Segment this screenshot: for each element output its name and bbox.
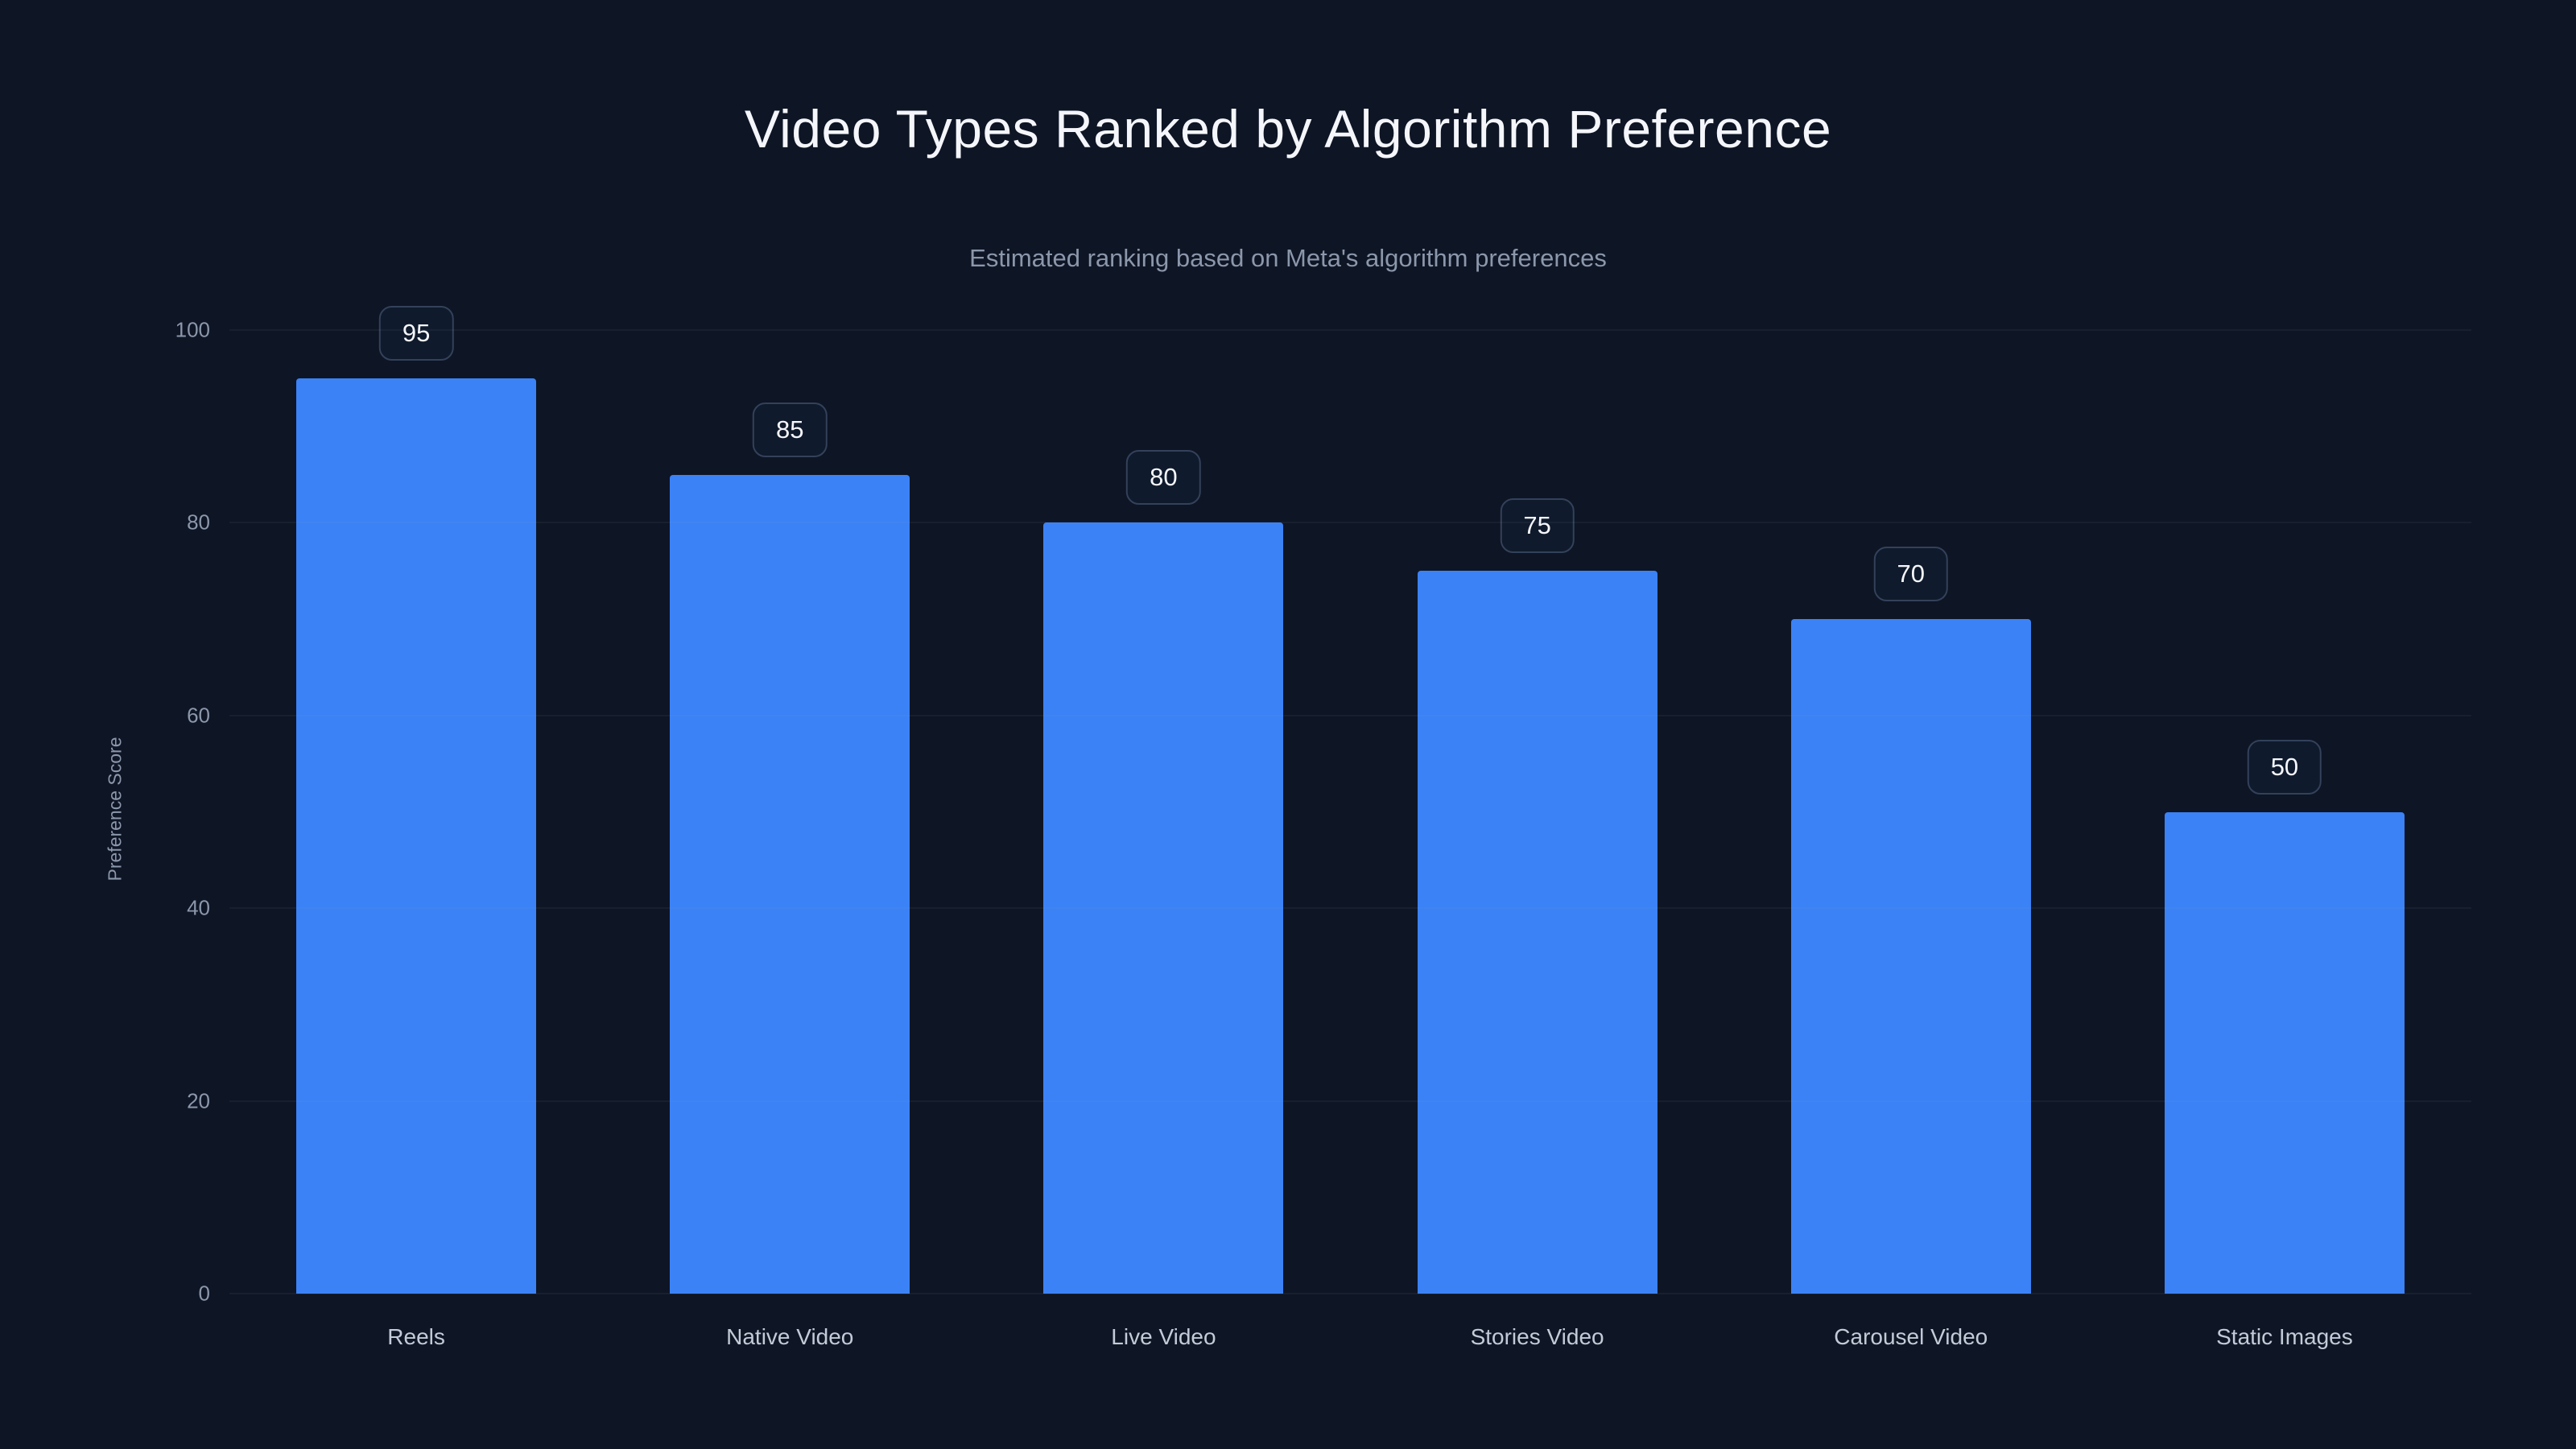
bar (1790, 619, 2031, 1294)
value-badge: 75 (1500, 498, 1575, 554)
value-badge: 95 (378, 305, 454, 361)
x-tick-label: Carousel Video (1834, 1324, 1988, 1349)
x-tick-label: Reels (387, 1324, 445, 1349)
bar (2164, 811, 2405, 1294)
bar-column: 80 Live Video (976, 330, 1350, 1349)
bar-column: 75 Stories Video (1351, 330, 1724, 1349)
bar (296, 378, 537, 1294)
bar-column: 70 Carousel Video (1724, 330, 2098, 1349)
y-tick-label: 0 (198, 1281, 210, 1306)
gridline (229, 715, 2471, 716)
gridline (229, 329, 2471, 331)
bar-column: 95 Reels (229, 305, 603, 1349)
value-badge: 80 (1126, 450, 1201, 506)
bars-row: 95 Reels 85 Native Video 80 Live Video 75 Stori… (229, 305, 2471, 1349)
y-tick-label: 80 (187, 510, 210, 535)
bar-column: 50 Static Images (2098, 330, 2471, 1349)
gridline (229, 522, 2471, 523)
bar (670, 474, 910, 1294)
bar (1043, 522, 1284, 1294)
value-badge: 70 (1873, 547, 1949, 602)
y-tick-label: 40 (187, 895, 210, 920)
bar (1417, 571, 1657, 1294)
chart-subtitle: Estimated ranking based on Meta's algori… (969, 244, 1607, 272)
x-tick-label: Live Video (1111, 1324, 1216, 1349)
gridline (229, 1100, 2471, 1102)
x-tick-label: Stories Video (1470, 1324, 1604, 1349)
y-tick-label: 20 (187, 1088, 210, 1113)
x-tick-label: Static Images (2216, 1324, 2353, 1349)
y-axis-label: Preference Score (104, 737, 126, 881)
x-tick-label: Native Video (726, 1324, 854, 1349)
gridline (229, 907, 2471, 909)
chart-title: Video Types Ranked by Algorithm Preferen… (744, 99, 1832, 159)
y-tick-label: 60 (187, 703, 210, 728)
value-badge: 50 (2247, 739, 2322, 795)
plot-area: 95 Reels 85 Native Video 80 Live Video 75 Stori… (175, 305, 2471, 1349)
y-tick-label: 100 (175, 317, 210, 342)
value-badge: 85 (753, 402, 828, 457)
bar-column: 85 Native Video (603, 330, 976, 1349)
